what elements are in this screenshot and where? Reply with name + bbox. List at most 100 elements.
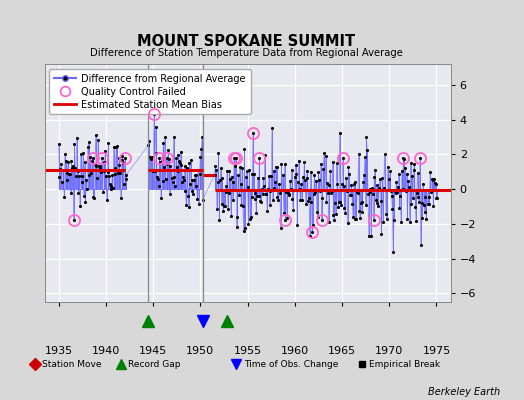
Point	[296, 186, 304, 192]
Point	[147, 156, 155, 163]
Point	[174, 152, 182, 158]
Point	[67, 158, 75, 164]
Point	[402, 171, 411, 178]
Point	[411, 203, 419, 210]
Point	[221, 203, 229, 210]
Point	[272, 163, 280, 170]
Point	[181, 187, 190, 194]
Point	[100, 168, 108, 175]
Point	[94, 137, 102, 143]
Point	[233, 214, 242, 220]
Point	[89, 194, 97, 200]
Point	[433, 195, 441, 202]
Point	[166, 163, 174, 170]
Point	[63, 170, 72, 176]
Point	[355, 208, 364, 214]
Point	[385, 176, 394, 182]
Point	[122, 176, 130, 182]
Point	[70, 141, 79, 147]
Point	[307, 198, 315, 205]
Point	[291, 162, 300, 168]
Point	[389, 248, 397, 255]
Point	[223, 168, 231, 174]
Point	[279, 172, 287, 178]
Point	[241, 225, 249, 231]
Point	[368, 185, 376, 192]
Point	[376, 176, 384, 183]
Point	[332, 160, 341, 166]
Point	[305, 233, 314, 239]
Point	[294, 179, 302, 186]
Point	[299, 174, 307, 180]
Point	[378, 175, 386, 182]
Point	[224, 189, 233, 196]
Point	[188, 188, 196, 195]
Point	[59, 167, 68, 173]
Point	[210, 172, 219, 178]
Point	[391, 190, 400, 197]
Point	[390, 188, 399, 194]
Point	[356, 215, 364, 222]
Point	[401, 188, 410, 194]
Point	[148, 167, 157, 174]
Point	[308, 229, 316, 236]
Point	[318, 195, 326, 202]
Point	[65, 171, 73, 177]
Point	[428, 176, 436, 183]
Point	[231, 162, 239, 169]
Point	[103, 168, 112, 175]
Point	[113, 143, 121, 150]
Point	[369, 217, 378, 224]
Point	[187, 157, 195, 164]
Point	[387, 188, 395, 194]
Point	[166, 190, 174, 197]
Point	[73, 168, 82, 174]
Point	[401, 165, 409, 172]
Point	[320, 150, 328, 156]
Point	[335, 130, 344, 136]
Point	[335, 199, 343, 206]
Point	[250, 196, 259, 202]
Point	[157, 194, 165, 201]
Point	[396, 192, 405, 199]
Point	[354, 151, 363, 158]
Point	[226, 176, 234, 182]
Point	[380, 151, 389, 158]
Point	[95, 163, 103, 170]
Point	[97, 169, 105, 175]
Point	[101, 148, 110, 154]
Point	[340, 182, 348, 189]
Point	[299, 187, 308, 194]
Point	[340, 205, 348, 211]
Point	[158, 158, 166, 164]
Point	[368, 191, 377, 197]
Point	[376, 198, 385, 204]
Point	[330, 217, 339, 223]
Point	[186, 180, 194, 187]
Point	[269, 197, 277, 204]
Point	[294, 158, 303, 164]
Point	[397, 219, 405, 225]
Point	[417, 242, 425, 248]
Point	[75, 173, 83, 180]
Point	[418, 214, 427, 221]
Point	[92, 162, 101, 169]
Point	[172, 154, 180, 161]
Point	[177, 148, 185, 155]
Point	[415, 199, 423, 206]
Point	[301, 177, 309, 183]
Point	[321, 186, 329, 193]
Point	[419, 181, 427, 187]
Point	[116, 170, 124, 176]
Point	[247, 194, 256, 200]
Point	[337, 202, 345, 208]
Point	[54, 140, 63, 147]
Point	[120, 181, 128, 188]
Point	[248, 171, 257, 177]
Point	[345, 171, 353, 178]
Point	[57, 160, 66, 167]
Point	[354, 190, 362, 196]
Point	[90, 195, 99, 201]
Point	[111, 171, 119, 178]
Text: Station Move: Station Move	[42, 360, 102, 369]
